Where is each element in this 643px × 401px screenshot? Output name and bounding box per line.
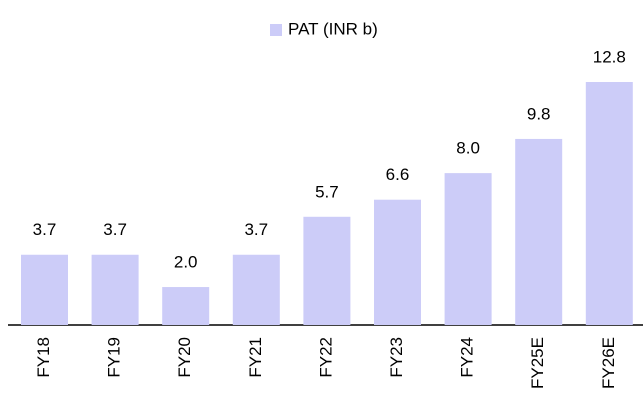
- data-label: 3.7: [244, 220, 268, 239]
- data-label: 8.0: [456, 139, 480, 158]
- data-label: 5.7: [315, 182, 339, 201]
- bar: [232, 254, 280, 325]
- bar: [585, 82, 633, 325]
- data-label: 2.0: [174, 253, 198, 272]
- legend-swatch: [270, 24, 282, 36]
- bar: [91, 254, 139, 325]
- bar: [303, 216, 351, 325]
- data-label: 3.7: [103, 220, 127, 239]
- x-tick-label: FY20: [175, 337, 194, 378]
- x-tick-label: FY25E: [528, 337, 547, 389]
- x-tick-label: FY18: [34, 337, 53, 378]
- bar: [515, 138, 563, 325]
- x-tick-label: FY23: [387, 337, 406, 378]
- bar: [374, 199, 421, 325]
- data-label: 6.6: [386, 165, 410, 184]
- data-label: 9.8: [527, 104, 551, 123]
- data-label: 3.7: [33, 220, 57, 239]
- x-tick-label: FY22: [316, 337, 335, 378]
- x-tick-label: FY24: [458, 337, 477, 378]
- x-tick-label: FY26E: [599, 337, 618, 389]
- data-label: 12.8: [593, 47, 626, 66]
- bar: [444, 173, 492, 325]
- x-tick-label: FY21: [246, 337, 265, 378]
- bar: [162, 287, 210, 325]
- bar: [21, 254, 68, 325]
- legend-label: PAT (INR b): [288, 19, 378, 38]
- x-tick-label: FY19: [105, 337, 124, 378]
